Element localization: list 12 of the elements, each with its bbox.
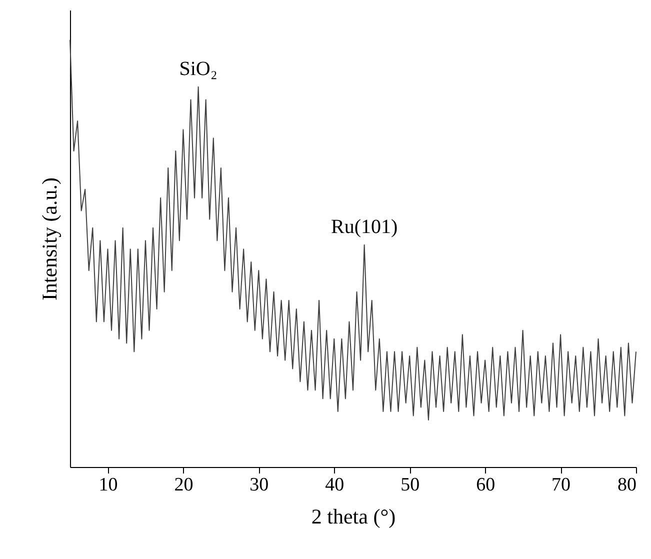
x-tick-label: 50 — [400, 474, 420, 496]
x-tick-label: 30 — [250, 474, 269, 496]
x-tick-label: 40 — [325, 474, 344, 496]
x-tick-label: 10 — [98, 474, 118, 496]
annotation: SiO₂ — [179, 58, 218, 80]
x-axis-title: 2 theta (°) — [311, 504, 396, 528]
y-axis-title: Intensity (a.u.) — [38, 177, 62, 301]
x-tick-label: 70 — [552, 474, 571, 496]
x-tick-label: 80 — [618, 474, 636, 496]
x-tick-label: 20 — [174, 474, 194, 496]
x-tick-label: 60 — [476, 474, 496, 496]
annotation: Ru(101) — [330, 216, 398, 238]
